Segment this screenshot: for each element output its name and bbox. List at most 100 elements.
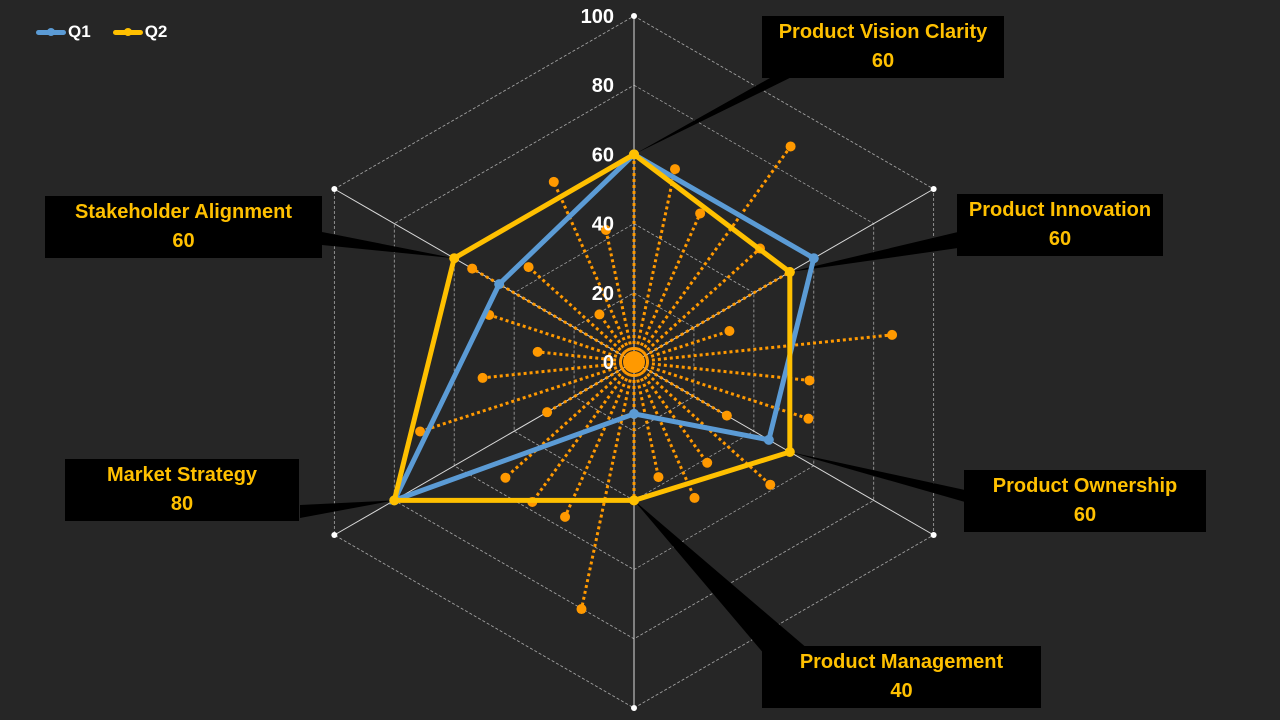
- tick-label-0: 0: [603, 352, 614, 374]
- callout-value: 40: [890, 680, 913, 702]
- spoke-marker-16: [576, 604, 587, 615]
- spoke-marker-23: [532, 346, 543, 357]
- spoke-12: [632, 361, 709, 464]
- legend-swatch-q2: [112, 27, 143, 36]
- spoke-marker-22: [477, 372, 488, 383]
- spoke-16: [580, 361, 636, 610]
- legend-item-q2[interactable]: Q2: [112, 22, 168, 42]
- spoke-29: [604, 229, 636, 363]
- spoke-marker-19: [500, 472, 511, 483]
- callout-pointer-product-innovation: [789, 232, 958, 273]
- callout-stakeholder-alignment: Stakeholder Alignment 60: [45, 196, 322, 258]
- callout-product-management: Product Management 40: [762, 646, 1041, 708]
- spoke-marker-13: [689, 492, 700, 503]
- spoke-marker-25: [467, 263, 478, 274]
- spoke-22: [482, 360, 635, 380]
- spoke-marker-11: [765, 479, 776, 490]
- axis-product-ownership: [633, 361, 934, 536]
- series-q1-point-product-management: [629, 408, 639, 419]
- tick-label-20: 20: [592, 283, 614, 305]
- series-q1-point-product-innovation: [808, 253, 819, 264]
- callout-label: Product Vision Clarity: [778, 21, 988, 43]
- axis-end-product-vision-clarity: [631, 13, 637, 19]
- spoke-marker-8: [804, 375, 815, 386]
- spoke-7: [633, 333, 893, 364]
- spoke-marker-14: [653, 472, 664, 483]
- series-q2-point-market-strategy: [389, 495, 400, 506]
- callout-pointer-stakeholder-alignment: [322, 232, 455, 259]
- spoke-27: [598, 313, 636, 363]
- callout-label: Product Ownership: [992, 475, 1178, 497]
- spoke-marker-3: [785, 141, 796, 152]
- spoke-marker-10: [721, 410, 732, 421]
- spoke-marker-7: [887, 329, 898, 340]
- legend-swatch-q1: [36, 27, 66, 36]
- spoke-marker-20: [542, 407, 553, 418]
- spoke-28: [552, 181, 636, 363]
- spoke-1: [632, 168, 677, 363]
- spoke-marker-27: [594, 309, 605, 320]
- axis-product-innovation: [633, 188, 934, 363]
- series-q2-point-product-ownership: [784, 446, 795, 457]
- spoke-23: [537, 350, 635, 364]
- series-q2-point-product-innovation: [784, 267, 795, 278]
- callout-value: 60: [1073, 504, 1097, 526]
- axis-end-product-management: [631, 705, 637, 711]
- spoke-24: [488, 313, 635, 364]
- series-q1-line: [389, 151, 817, 505]
- axis-end-product-ownership: [930, 532, 937, 538]
- callout-label: Product Management: [799, 651, 1004, 673]
- callout-pointer-product-management: [634, 500, 815, 655]
- spoke-9: [633, 360, 809, 421]
- spoke-14: [632, 361, 660, 478]
- tick-label-40: 40: [592, 214, 614, 236]
- callout-value: 80: [170, 493, 194, 515]
- series-q2-point-product-vision-clarity: [629, 149, 639, 160]
- series-q1-point-stakeholder-alignment: [494, 279, 505, 290]
- legend: Q1 Q2: [36, 22, 167, 42]
- callout-value: 60: [871, 50, 895, 72]
- spoke-13: [632, 361, 696, 499]
- tick-label-100: 100: [581, 6, 614, 28]
- spoke-19: [504, 360, 636, 479]
- callout-value: 60: [1048, 228, 1072, 250]
- legend-label-q2: Q2: [144, 22, 168, 41]
- callout-label: Stakeholder Alignment: [74, 201, 293, 223]
- callout-product-ownership: Product Ownership 60: [964, 470, 1206, 532]
- callout-label: Market Strategy: [106, 464, 258, 486]
- spoke-marker-1: [670, 164, 681, 175]
- callout-pointer-product-ownership: [789, 451, 965, 502]
- callout-label: Product Innovation: [968, 199, 1152, 221]
- spoke-3: [632, 145, 792, 363]
- spoke-4: [632, 247, 761, 364]
- spoke-marker-29: [600, 225, 611, 236]
- series-q1-point-product-ownership: [763, 434, 774, 445]
- callout-product-innovation: Product Innovation 60: [957, 194, 1163, 256]
- spoke-20: [546, 360, 635, 414]
- axis-end-stakeholder-alignment: [331, 186, 338, 192]
- callout-value: 60: [172, 230, 195, 252]
- spoke-25: [471, 267, 635, 364]
- center-hub: [623, 351, 645, 373]
- legend-label-q1: Q1: [68, 22, 91, 41]
- series-q2-point-product-management: [629, 495, 639, 506]
- spoke-21: [419, 360, 635, 433]
- spoke-marker-2: [695, 208, 706, 219]
- spoke-marker-17: [560, 511, 571, 522]
- tick-label-60: 60: [592, 144, 614, 166]
- tick-label-80: 80: [592, 75, 614, 97]
- spoke-marker-9: [803, 413, 814, 424]
- callout-product-vision-clarity: Product Vision Clarity 60: [762, 16, 1004, 78]
- spoke-marker-21: [415, 426, 426, 437]
- callout-pointer-market-strategy: [300, 500, 395, 518]
- legend-item-q1[interactable]: Q1: [36, 22, 91, 42]
- axis-end-product-innovation: [930, 186, 937, 192]
- spoke-6: [633, 329, 730, 364]
- spoke-17: [563, 361, 636, 518]
- axis-market-strategy: [334, 361, 635, 536]
- spoke-marker-26: [523, 262, 534, 273]
- spoke-marker-28: [548, 176, 559, 187]
- axis-stakeholder-alignment: [334, 188, 635, 363]
- spoke-marker-12: [702, 457, 713, 468]
